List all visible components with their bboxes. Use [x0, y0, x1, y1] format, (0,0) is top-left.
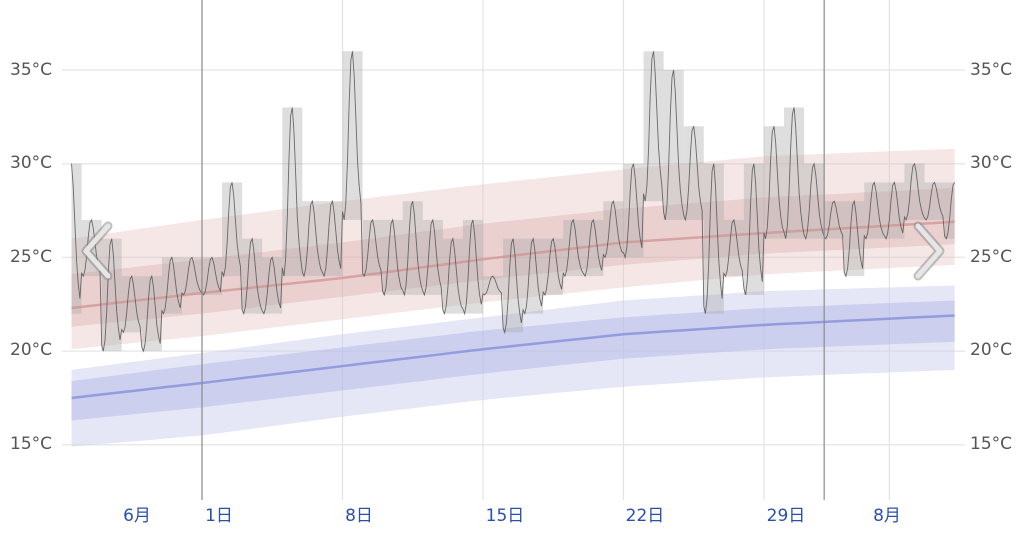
daily-range-box	[362, 219, 383, 277]
daily-range-box	[71, 163, 82, 314]
y-tick-label: 35°C	[970, 60, 1013, 80]
daily-range-box	[844, 201, 865, 277]
daily-range-box	[503, 238, 524, 333]
daily-range-box	[523, 238, 544, 314]
y-tick-label: 25°C	[970, 247, 1013, 267]
daily-range-box	[703, 163, 724, 314]
hourly-trace-line	[71, 51, 955, 353]
daily-range-box	[322, 201, 343, 277]
hourly-temperature-trace	[71, 51, 955, 353]
daily-range-box	[904, 163, 925, 220]
daily-range-box	[402, 201, 423, 295]
daily-range-box	[583, 219, 604, 277]
daily-range-box	[121, 276, 142, 333]
y-tick-label: 15°C	[10, 434, 53, 454]
daily-range-box	[683, 126, 704, 220]
daily-range-box	[603, 201, 624, 258]
chevron-right-icon	[913, 221, 945, 281]
daily-range-box	[663, 70, 684, 220]
daily-range-box	[202, 257, 223, 295]
daily-range-box	[101, 238, 122, 352]
x-tick-label: 22日	[625, 506, 665, 526]
x-tick-label: 15日	[485, 506, 525, 526]
daily-range-box	[543, 238, 564, 295]
daily-range-box	[282, 107, 303, 277]
daily-range-box	[242, 238, 263, 314]
y-tick-label: 30°C	[970, 153, 1013, 173]
daily-range-box	[944, 182, 955, 239]
daily-range-box	[723, 219, 744, 277]
daily-range-box	[884, 182, 905, 239]
daily-range-box	[422, 219, 443, 295]
daily-range-box	[382, 219, 403, 295]
percentile-band	[71, 300, 955, 421]
percentile-band	[71, 188, 955, 327]
y-tick-label: 15°C	[970, 434, 1013, 454]
daily-range-box	[623, 163, 644, 258]
daily-range-box	[302, 201, 323, 277]
daily-range-box	[804, 163, 825, 239]
daily-range-box	[161, 257, 182, 314]
x-tick-label-month: 6月	[123, 506, 151, 526]
y-tick-label: 20°C	[970, 340, 1013, 360]
x-tick-label: 1日	[205, 506, 233, 526]
vertical-markers	[201, 0, 825, 500]
average-low-line	[71, 314, 955, 400]
daily-range-box	[442, 238, 463, 314]
daily-range-box	[462, 219, 483, 314]
daily-range-box	[824, 201, 845, 239]
daily-range-box	[222, 182, 243, 277]
daily-range-box	[864, 182, 885, 239]
x-tick-label: 29日	[766, 506, 806, 526]
y-tick-label: 20°C	[10, 340, 53, 360]
chevron-left-icon	[81, 221, 113, 281]
prev-button[interactable]	[78, 218, 118, 288]
daily-range-box	[924, 182, 945, 220]
y-tick-label: 30°C	[10, 153, 53, 173]
daily-range-box	[181, 257, 202, 295]
daily-range-box	[763, 126, 785, 239]
daily-range-box	[141, 276, 162, 352]
daily-range-box	[643, 51, 664, 202]
daily-range-box	[482, 276, 504, 295]
daily-range-box	[743, 163, 764, 295]
daily-range-box	[342, 51, 363, 220]
daily-range-box	[784, 107, 805, 239]
x-tick-label-month: 8月	[873, 506, 901, 526]
percentile-band	[71, 148, 955, 350]
x-tick-label: 8日	[345, 506, 373, 526]
next-button[interactable]	[908, 218, 948, 288]
y-tick-label: 25°C	[10, 247, 53, 267]
y-tick-label: 35°C	[10, 60, 53, 80]
